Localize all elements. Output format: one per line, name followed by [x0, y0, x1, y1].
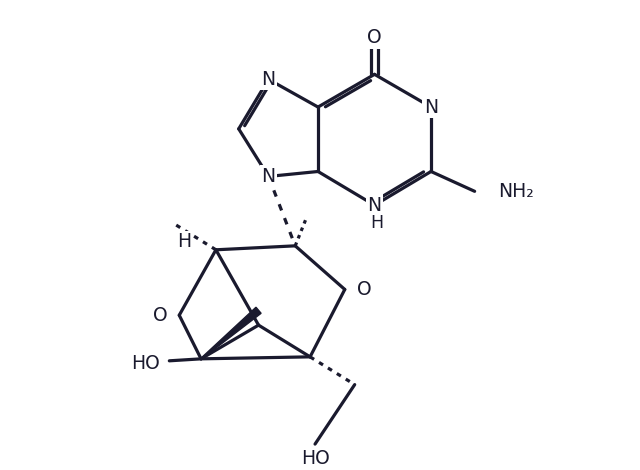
- Text: NH₂: NH₂: [499, 182, 534, 201]
- Text: N: N: [424, 98, 438, 117]
- Text: H: H: [177, 232, 191, 251]
- Text: HO: HO: [301, 449, 330, 469]
- Text: O: O: [367, 28, 382, 47]
- Polygon shape: [201, 307, 261, 359]
- Text: O: O: [356, 280, 371, 299]
- Text: N: N: [261, 70, 275, 89]
- Text: O: O: [153, 306, 167, 325]
- Text: N: N: [261, 167, 275, 186]
- Text: HO: HO: [131, 354, 159, 373]
- Text: H: H: [370, 214, 383, 232]
- Text: N: N: [367, 196, 381, 215]
